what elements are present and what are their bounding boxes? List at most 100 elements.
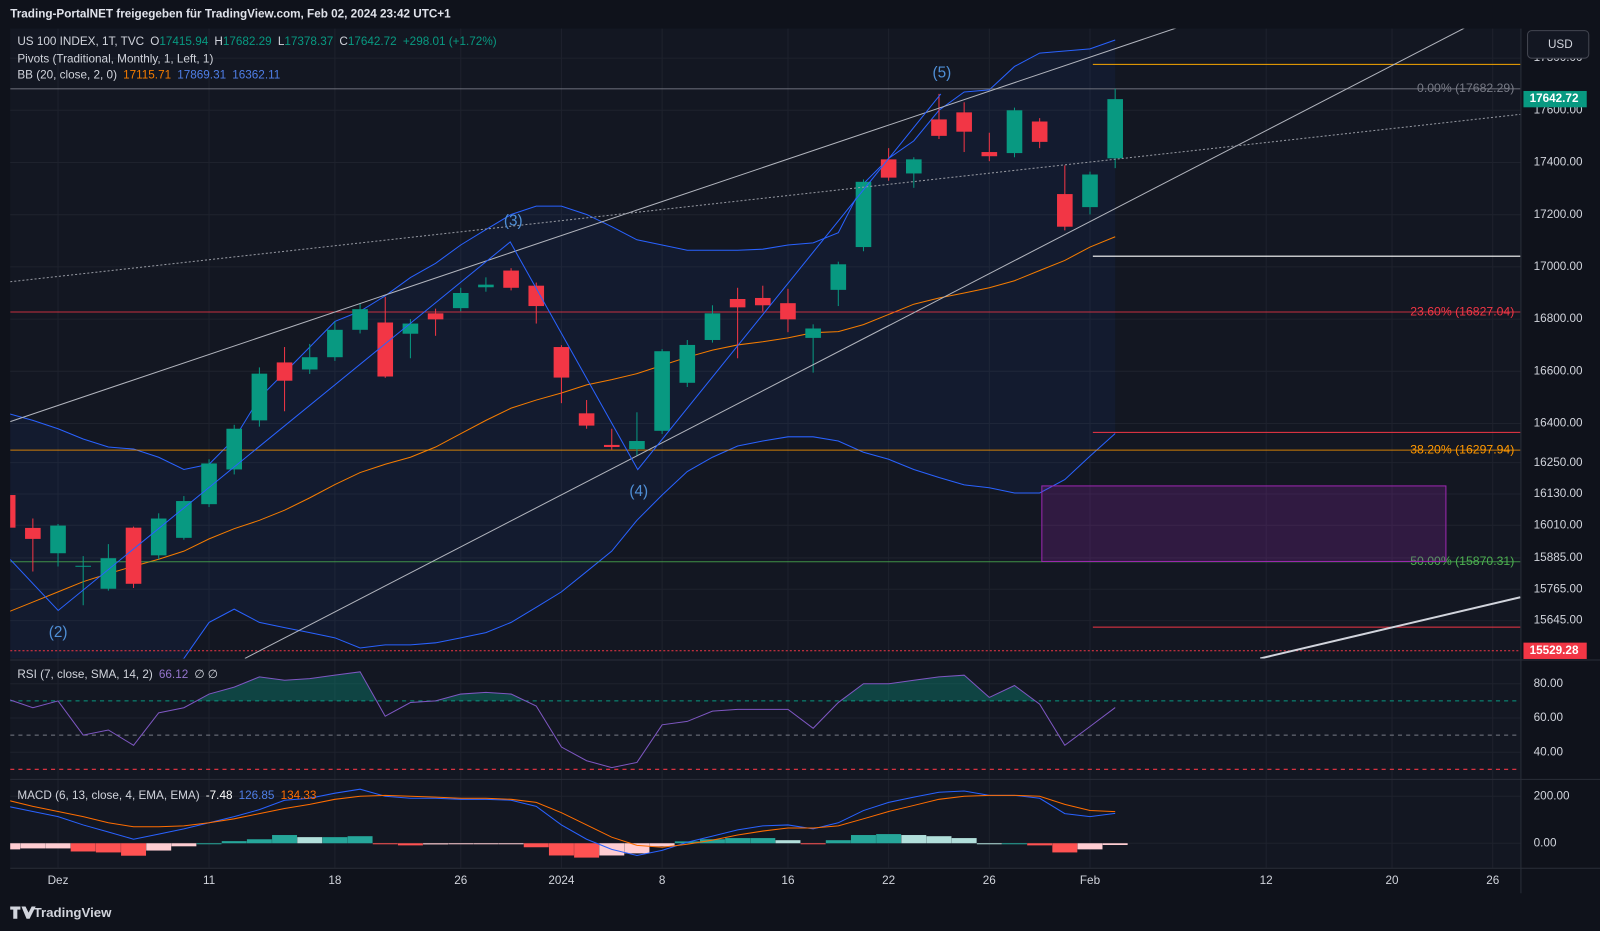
y-tick-label: 40.00 [1534,745,1564,758]
legend-pivots: Pivots (Traditional, Monthly, 1, Left, 1… [17,52,213,65]
macd-value: 126.85 [239,789,275,802]
histogram-bar [876,834,902,844]
candle-body [1031,121,1048,142]
hist-value: -7.48 [206,789,233,802]
candle-body [880,159,897,178]
histogram-bar [272,835,298,844]
histogram-bar [926,836,952,844]
candle-body [1057,194,1073,227]
currency-label[interactable]: USD [1548,38,1573,51]
legend-open: 17415.94 [159,35,208,48]
histogram-bar [1052,843,1078,853]
bb-lower [182,433,1116,659]
histogram-bar [775,840,801,844]
candle-body [956,112,972,132]
x-tick-label: 12 [1260,874,1273,887]
histogram-bar [397,843,423,846]
x-tick-label: 20 [1386,874,1400,887]
candle-body [906,159,922,174]
header-text: Trading-PortalNET freigegeben für Tradin… [10,7,451,20]
candle-body [276,362,293,381]
y-tick-label: 16600.00 [1534,364,1583,377]
x-tick-label: Feb [1080,874,1101,887]
histogram-bar [1077,843,1103,850]
candle-body [603,444,620,448]
y-tick-label: 15765.00 [1534,582,1583,595]
legend-key: C [339,35,348,48]
candle-body [251,373,268,421]
x-tick-label: 16 [781,874,794,887]
marker-label: 15529.28 [1530,644,1579,657]
x-tick-label: Dez [48,874,69,887]
rsi-line [10,671,1116,769]
currency-button[interactable] [1527,30,1590,59]
y-tick-label: 16250.00 [1534,456,1583,469]
histogram-bar [1102,843,1128,846]
candle-body [578,413,595,426]
candle-body [10,495,16,528]
signal-value: 134.33 [281,789,317,802]
legend-low: 17378.37 [284,35,333,48]
y-tick-label: 60.00 [1534,711,1564,724]
candle-body [654,351,670,431]
histogram-bar [196,843,222,845]
candle-body [427,313,444,320]
histogram-bar [347,836,373,844]
footer-brand: TradingView [34,905,112,920]
candle-body [75,565,91,567]
zone-box [1041,485,1447,562]
candle-body [50,525,66,554]
histogram-bar [171,843,197,847]
bb-label: BB (20, close, 2, 0) [17,69,117,82]
y-tick-label: 16800.00 [1534,312,1583,325]
rsi-overbought-fill [10,671,1036,701]
rsi-na: ∅ ∅ [194,668,218,681]
y-tick-label: 17400.00 [1534,156,1583,169]
wave-label: (3) [504,213,523,230]
grid [10,28,1521,868]
histogram-bar [448,843,474,845]
y-tick-label: 80.00 [1534,677,1564,690]
macd-title: MACD (6, 13, close, 4, EMA, EMA) [17,789,199,802]
candle-body [780,303,796,320]
wave-line [10,93,942,612]
candle-body [402,323,419,334]
y-tick-label: 15645.00 [1534,614,1583,627]
wave-label: (4) [629,483,648,500]
histogram-bar [20,843,46,849]
histogram-bar [699,839,725,844]
candle-body [629,441,645,450]
bb-upper-value: 17869.31 [177,69,226,82]
histogram-bar [45,843,71,849]
candle-body [704,313,721,340]
legend-macd: MACD (6, 13, close, 4, EMA, EMA) -7.48 126… [17,789,316,802]
x-tick-label: 22 [882,874,895,887]
channel-upper [10,28,1177,423]
candle-body [301,357,318,370]
fib-label: 38.20% (16297.94) [1410,442,1514,456]
wave-label: (5) [932,65,951,82]
candle-body [1006,110,1023,154]
candle-body [226,428,243,470]
candle-body [478,284,494,288]
data-layer: Dez11182620248162226Feb12202617800.00176… [10,39,1587,887]
bb-upper [10,39,1116,471]
histogram-bar [473,843,499,845]
trend-dotted [10,113,1521,283]
symbol: US 100 INDEX, 1T, TVC [17,35,144,48]
histogram-bar [624,843,650,854]
fib-label: 0.00% (17682.29) [1417,81,1514,95]
histogram-bar [10,843,21,850]
x-tick-label: 26 [983,874,996,887]
y-tick-label: 200.00 [1534,789,1570,802]
histogram-bar [146,843,172,851]
candle-body [1107,99,1123,159]
axes [10,28,1600,894]
y-tick-label: 17000.00 [1534,260,1583,273]
histogram-bar [1002,843,1027,845]
histogram-bar [825,840,851,844]
candle-body [125,527,142,584]
histogram-bar [574,843,600,858]
fib-label: 50.00% (15870.31) [1410,554,1514,568]
candle-body [805,328,821,338]
